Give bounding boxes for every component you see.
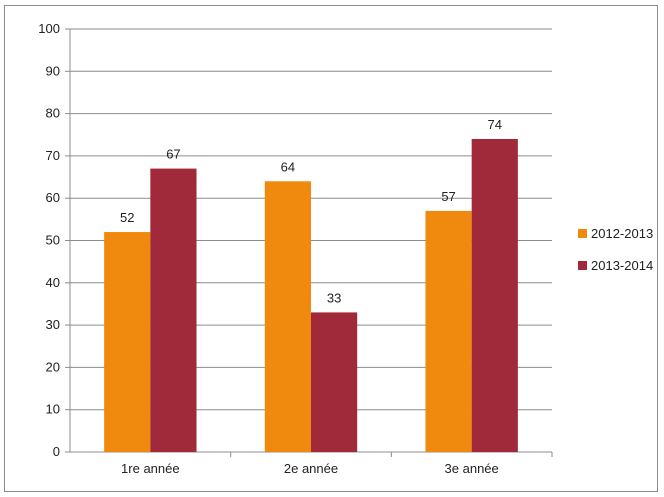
y-tick-label: 0 [53,444,60,459]
y-tick-label: 30 [46,317,60,332]
y-tick-label: 90 [46,63,60,78]
bar [471,138,518,453]
y-tick-label: 100 [38,21,60,36]
data-label: 57 [441,189,455,204]
y-tick-label: 10 [46,402,60,417]
y-tick-label: 40 [46,275,60,290]
data-label: 33 [327,290,341,305]
legend-label: 2012-2013 [591,226,653,241]
legend-label: 2013-2014 [591,258,653,273]
data-label: 64 [281,159,295,174]
legend-swatch [578,261,587,270]
y-tick-label: 50 [46,233,60,248]
bar [311,312,358,452]
data-label: 74 [488,117,502,132]
y-tick-label: 80 [46,106,60,121]
x-category-label: 1re année [121,461,180,476]
bar [425,210,472,452]
bar [104,232,151,452]
legend-swatch [578,229,587,238]
y-tick-label: 70 [46,148,60,163]
data-label: 67 [166,147,180,162]
bar [150,168,197,452]
bar [264,181,311,452]
data-label: 52 [120,210,134,225]
y-tick-label: 20 [46,359,60,374]
x-category-label: 2e année [284,461,338,476]
y-tick-label: 60 [46,190,60,205]
x-category-label: 3e année [445,461,499,476]
